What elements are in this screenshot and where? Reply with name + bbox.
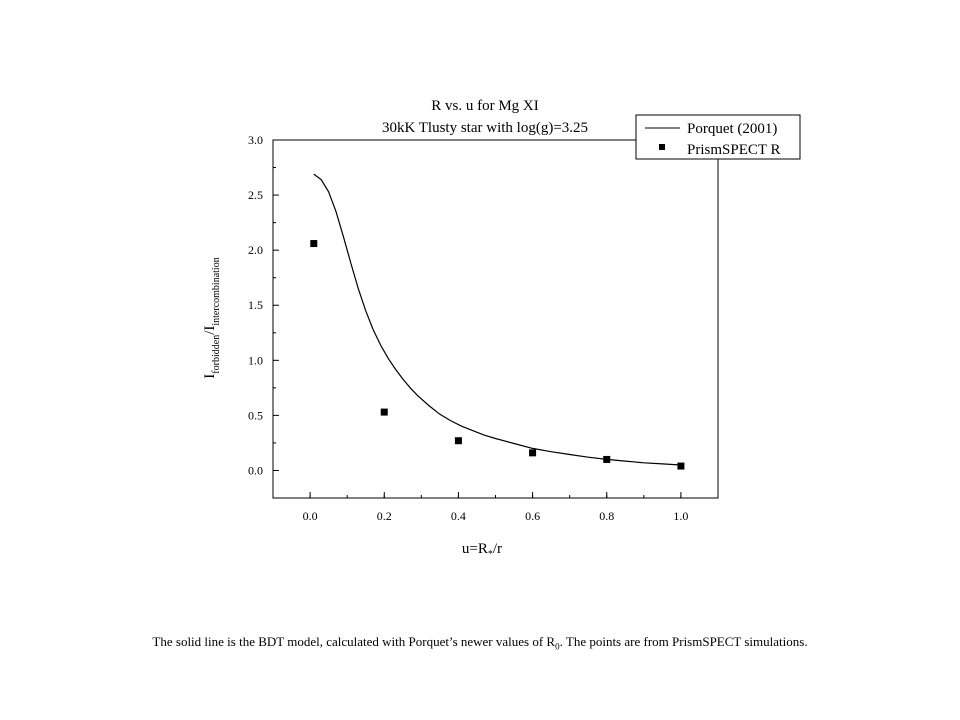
data-point-prismspect (310, 240, 318, 248)
y-tick-label: 1.0 (248, 353, 263, 367)
data-point-prismspect (677, 462, 685, 470)
x-tick-label: 0.4 (451, 509, 466, 523)
y-axis-label: Iforbidden/Iintercombination (202, 257, 222, 378)
series-layer (310, 173, 685, 470)
y-tick-label: 1.5 (248, 298, 263, 312)
legend-label-line: Porquet (2001) (687, 121, 777, 137)
y-tick-label: 3.0 (248, 133, 263, 147)
data-point-prismspect (454, 437, 462, 445)
y-tick-label: 2.5 (248, 188, 263, 202)
legend-marker-swatch (659, 144, 665, 150)
legend: Porquet (2001) PrismSPECT R (635, 114, 801, 160)
chart-title: R vs. u for Mg XI (431, 98, 539, 114)
figure-caption: The solid line is the BDT model, calcula… (152, 634, 808, 652)
data-point-prismspect (529, 449, 537, 457)
chart-subtitle: 30kK Tlusty star with log(g)=3.25 (382, 120, 588, 136)
data-point-prismspect (603, 455, 611, 463)
plot-frame (272, 139, 719, 499)
x-tick-label: 1.0 (673, 509, 688, 523)
y-axis: 0.0 0.5 1.0 1.5 2.0 2.5 3.0 (248, 133, 279, 477)
x-axis-label: u=R*/r (462, 541, 502, 560)
y-tick-label: 2.0 (248, 243, 263, 257)
data-point-prismspect (380, 408, 388, 416)
x-tick-label: 0.8 (599, 509, 614, 523)
y-tick-label: 0.5 (248, 408, 263, 422)
x-tick-label: 0.6 (525, 509, 540, 523)
x-axis: 0.0 0.2 0.4 0.6 0.8 1.0 (272, 492, 719, 523)
x-tick-label: 0.2 (377, 509, 392, 523)
x-tick-label: 0.0 (303, 509, 318, 523)
y-tick-label: 0.0 (248, 463, 263, 477)
series-line-porquet (313, 173, 681, 466)
legend-label-points: PrismSPECT R (687, 142, 781, 158)
legend-box (635, 114, 801, 160)
